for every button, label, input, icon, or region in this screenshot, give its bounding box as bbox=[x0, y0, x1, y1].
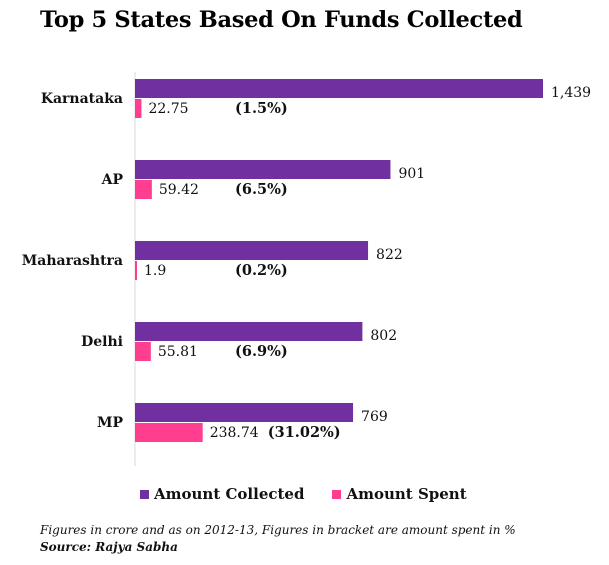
legend-swatch-spent bbox=[332, 490, 341, 499]
data-label-collected: 1,439 bbox=[551, 85, 591, 101]
data-label-percent-spent: (6.5%) bbox=[235, 181, 288, 198]
data-label-percent-spent: (0.2%) bbox=[235, 262, 288, 279]
bar-chart: Karnataka 1,439 22.75 (1.5%) AP 901 59.42 (6.5%… bbox=[0, 0, 609, 480]
category-label: Karnataka bbox=[41, 91, 123, 107]
data-label-spent: 22.75 bbox=[148, 101, 188, 117]
category-label: MP bbox=[97, 415, 123, 431]
data-label-collected: 802 bbox=[370, 328, 397, 344]
data-label-percent-spent: (31.02%) bbox=[268, 424, 341, 441]
data-label-percent-spent: (6.9%) bbox=[235, 343, 288, 360]
bar-amount-spent bbox=[135, 423, 203, 442]
category-label: AP bbox=[101, 172, 124, 188]
bar-amount-spent bbox=[135, 180, 152, 199]
legend: Amount Collected Amount Spent bbox=[140, 485, 467, 503]
data-label-collected: 901 bbox=[398, 166, 425, 182]
data-label-collected: 769 bbox=[361, 409, 388, 425]
category-label: Delhi bbox=[81, 334, 123, 350]
bar-amount-spent bbox=[135, 99, 141, 118]
data-label-spent: 59.42 bbox=[159, 182, 199, 198]
legend-item-spent: Amount Spent bbox=[332, 485, 466, 503]
bar-amount-collected bbox=[135, 241, 368, 260]
footnote-source: Source: Rajya Sabha bbox=[40, 539, 516, 556]
bar-amount-collected bbox=[135, 322, 362, 341]
bar-amount-collected bbox=[135, 160, 390, 179]
legend-swatch-collected bbox=[140, 490, 149, 499]
data-label-spent: 238.74 bbox=[210, 425, 259, 441]
data-label-spent: 1.9 bbox=[144, 263, 166, 279]
data-label-spent: 55.81 bbox=[158, 344, 198, 360]
bar-amount-collected bbox=[135, 79, 543, 98]
legend-item-collected: Amount Collected bbox=[140, 485, 304, 503]
bar-amount-spent bbox=[135, 261, 137, 280]
legend-label-collected: Amount Collected bbox=[154, 485, 304, 503]
data-label-collected: 822 bbox=[376, 247, 403, 263]
data-label-percent-spent: (1.5%) bbox=[235, 100, 288, 117]
category-label: Maharashtra bbox=[22, 253, 123, 269]
bar-amount-collected bbox=[135, 403, 353, 422]
bar-amount-spent bbox=[135, 342, 151, 361]
footnote: Figures in crore and as on 2012-13, Figu… bbox=[40, 522, 516, 556]
footnote-note: Figures in crore and as on 2012-13, Figu… bbox=[40, 522, 516, 539]
legend-label-spent: Amount Spent bbox=[346, 485, 466, 503]
